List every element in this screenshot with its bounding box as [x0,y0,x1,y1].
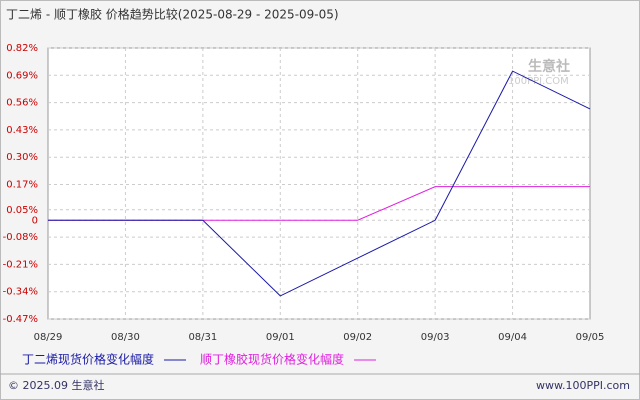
x-tick-label: 09/02 [343,332,372,343]
y-tick-label: -0.47% [3,314,38,325]
y-tick-label: 0.82% [6,43,38,54]
y-tick-label: 0.30% [6,152,38,163]
y-tick-label: 0.56% [6,98,38,109]
series-line [48,70,591,297]
y-tick-label: 0.69% [6,70,38,81]
x-tick-label: 08/31 [188,332,217,343]
legend-label: 丁二烯现货价格变化幅度 [22,352,154,367]
y-tick-label: -0.21% [3,259,38,270]
x-tick-label: 09/04 [498,332,527,343]
watermark: 生意社 [528,58,570,75]
chart-title: 丁二烯 - 顺丁橡胶 价格趋势比较(2025-08-29 - 2025-09-0… [6,7,339,22]
plot-area [47,47,591,320]
y-tick-label: -0.08% [3,232,38,243]
watermark: 100PPI.COM [508,76,569,87]
x-tick-label: 08/30 [111,332,140,343]
y-tick-label: 0.17% [6,180,38,191]
y-tick-label: 0 [32,215,38,226]
y-tick-label: -0.34% [3,287,38,298]
y-tick-label: 0.05% [6,205,38,216]
footer-right: www.100PPI.com [536,379,630,392]
x-tick-label: 08/29 [34,332,63,343]
x-tick-label: 09/03 [421,332,450,343]
x-tick-label: 09/05 [576,332,605,343]
footer-left: © 2025.09 生意社 [8,378,104,392]
legend-label: 顺丁橡胶现货价格变化幅度 [200,352,344,367]
x-tick-label: 09/01 [266,332,295,343]
y-tick-label: 0.43% [6,125,38,136]
